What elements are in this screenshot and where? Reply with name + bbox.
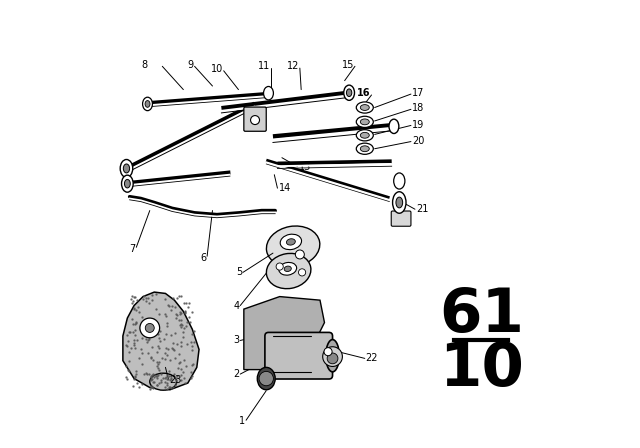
Polygon shape (123, 292, 199, 390)
Text: 61: 61 (439, 286, 524, 345)
Circle shape (323, 347, 342, 366)
Ellipse shape (344, 85, 355, 100)
Text: 11: 11 (257, 61, 270, 71)
Text: 16: 16 (357, 88, 371, 98)
Ellipse shape (120, 159, 132, 177)
Ellipse shape (266, 254, 311, 289)
Circle shape (327, 353, 338, 364)
Ellipse shape (280, 234, 301, 250)
Text: 15: 15 (342, 60, 354, 69)
Ellipse shape (394, 173, 405, 189)
Ellipse shape (392, 192, 406, 213)
Text: 5: 5 (236, 267, 242, 277)
Text: 8: 8 (141, 60, 148, 69)
Ellipse shape (360, 146, 369, 151)
Ellipse shape (266, 226, 320, 267)
Text: 6: 6 (200, 253, 206, 263)
Ellipse shape (356, 116, 373, 128)
Ellipse shape (279, 263, 296, 275)
Ellipse shape (257, 367, 275, 390)
Text: 14: 14 (279, 183, 291, 193)
Ellipse shape (124, 179, 131, 188)
Ellipse shape (264, 86, 273, 100)
Ellipse shape (360, 119, 369, 125)
Ellipse shape (284, 266, 291, 271)
Ellipse shape (356, 130, 373, 141)
Ellipse shape (360, 104, 369, 110)
FancyBboxPatch shape (244, 107, 266, 131)
Circle shape (276, 263, 284, 270)
Circle shape (259, 371, 273, 386)
Ellipse shape (124, 164, 130, 173)
Ellipse shape (356, 102, 373, 113)
Ellipse shape (356, 143, 373, 154)
Text: 1: 1 (239, 416, 245, 426)
Text: 10: 10 (211, 64, 223, 74)
Text: 23: 23 (170, 375, 182, 385)
Text: 19: 19 (412, 120, 424, 129)
Ellipse shape (389, 119, 399, 134)
Text: 21: 21 (417, 204, 429, 214)
Ellipse shape (143, 97, 152, 111)
Text: 12: 12 (287, 61, 299, 71)
Circle shape (251, 116, 260, 125)
Ellipse shape (326, 340, 339, 372)
Polygon shape (244, 297, 324, 370)
Circle shape (140, 318, 159, 338)
Text: 7: 7 (129, 244, 136, 254)
Text: 13: 13 (299, 162, 311, 172)
Text: 2: 2 (233, 369, 239, 379)
Text: 18: 18 (412, 103, 424, 113)
FancyBboxPatch shape (391, 211, 411, 226)
Text: 4: 4 (233, 301, 239, 310)
Circle shape (324, 348, 332, 356)
Circle shape (296, 250, 305, 259)
Ellipse shape (346, 89, 352, 97)
Circle shape (298, 269, 306, 276)
Ellipse shape (360, 133, 369, 138)
FancyBboxPatch shape (265, 332, 333, 379)
Ellipse shape (287, 239, 295, 245)
Text: 10: 10 (439, 340, 524, 399)
Ellipse shape (122, 175, 133, 192)
Text: 20: 20 (412, 136, 424, 146)
Ellipse shape (145, 100, 150, 108)
Ellipse shape (150, 373, 177, 390)
Text: 3: 3 (233, 336, 239, 345)
Ellipse shape (396, 197, 403, 208)
Text: 9: 9 (188, 60, 194, 69)
Circle shape (145, 323, 154, 332)
Text: 17: 17 (412, 88, 424, 98)
Text: 22: 22 (365, 353, 378, 363)
